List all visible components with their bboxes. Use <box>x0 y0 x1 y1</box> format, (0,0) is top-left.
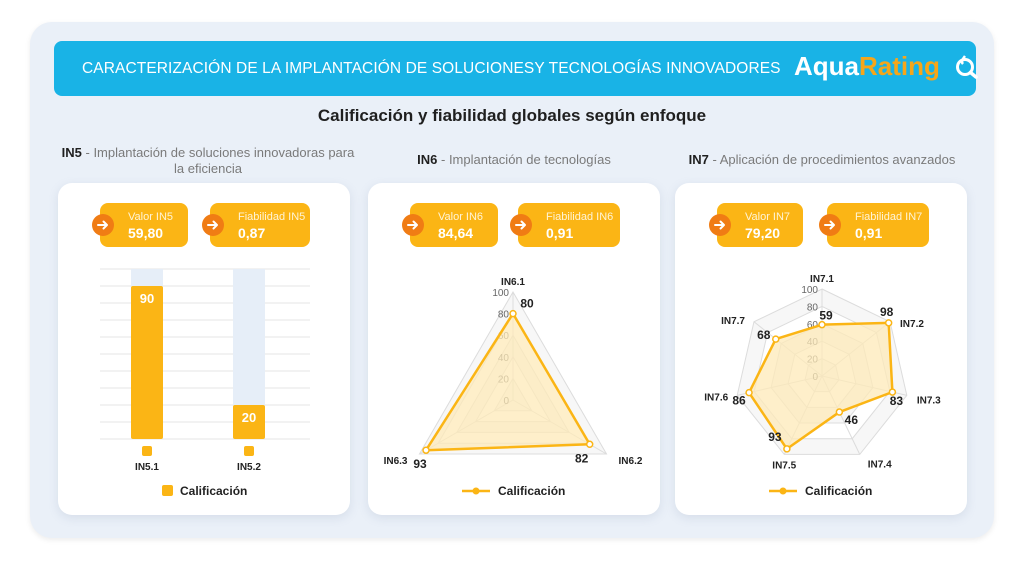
axis-category-label: IN6.2 <box>619 456 643 467</box>
data-point <box>783 445 791 453</box>
value-label: Valor IN6 <box>438 211 484 223</box>
data-point <box>771 335 780 343</box>
radar-chart-in7: 02040608010059988346938668IN7.1IN7.2IN7.… <box>704 274 941 498</box>
reliability-badge-in6: Fiabilidad IN6 0,91 <box>510 203 620 247</box>
value-label: Valor IN7 <box>745 211 791 223</box>
axis-category-label: IN7.1 <box>810 274 834 285</box>
data-value-label: 80 <box>520 297 534 311</box>
radial-tick-label: 60 <box>807 320 819 331</box>
magnifier-drop-icon <box>956 55 978 79</box>
value-number: 79,20 <box>745 225 781 241</box>
bar <box>233 405 265 439</box>
arrow-right-icon <box>92 214 114 236</box>
bar-data-label: 20 <box>242 410 256 425</box>
axis-category-label: IN7.3 <box>917 395 941 406</box>
reliability-badge-in5: Fiabilidad IN5 0,87 <box>202 203 310 247</box>
reliability-label: Fiabilidad IN5 <box>238 211 306 223</box>
data-point <box>888 388 897 396</box>
arrow-right-icon <box>510 214 532 236</box>
data-value-label: 98 <box>880 305 894 319</box>
legend-label: Calificación <box>805 484 872 498</box>
value-badge-in7: Valor IN7 79,20 <box>709 203 803 247</box>
aquarating-logo: AquaRating <box>794 51 978 85</box>
legend-marker <box>779 487 787 495</box>
page-subtitle: Calificación y fiabilidad globales según… <box>317 106 707 125</box>
arrow-right-icon <box>819 214 841 236</box>
data-value-label: 93 <box>768 430 782 444</box>
series-area <box>747 321 894 451</box>
arrow-right-icon <box>202 214 224 236</box>
series-area <box>424 312 591 452</box>
arrow-right-icon <box>709 214 731 236</box>
x-tick-label: IN5.2 <box>237 462 261 473</box>
header-banner: CARACTERIZACIÓN DE LA IMPLANTACIÓN DE SO… <box>54 41 978 96</box>
section-code: IN5 <box>61 145 82 160</box>
section-code: IN7 <box>688 152 709 167</box>
data-point <box>835 408 844 416</box>
data-point <box>585 440 594 449</box>
arrow-right-icon <box>402 214 424 236</box>
value-number: 59,80 <box>128 225 164 241</box>
data-point <box>745 388 753 397</box>
legend-marker <box>472 487 480 495</box>
section-title: - Implantación de soluciones innovadoras… <box>81 145 355 176</box>
section-code: IN6 <box>417 152 438 167</box>
data-value-label: 93 <box>413 457 427 471</box>
reliability-label: Fiabilidad IN7 <box>855 211 923 223</box>
data-point <box>509 309 517 318</box>
radial-tick-label: 80 <box>807 302 819 313</box>
data-point <box>818 320 826 329</box>
value-label: Valor IN5 <box>128 211 174 223</box>
bar-data-label: 90 <box>140 291 154 306</box>
section-heading-in5: IN5 - Implantación de soluciones innovad… <box>58 145 358 177</box>
bar <box>131 286 163 439</box>
legend-label: Calificación <box>180 484 247 498</box>
category-marker <box>244 446 254 456</box>
reliability-number: 0,87 <box>238 225 266 241</box>
radial-tick-label: 100 <box>492 288 509 299</box>
radial-tick-label: 80 <box>498 310 510 321</box>
axis-category-label: IN7.6 <box>704 392 728 403</box>
data-value-label: 83 <box>890 394 904 408</box>
bar-chart-in5: 90 IN5.1 20 IN5.2 Calificación <box>100 268 310 498</box>
category-marker <box>142 446 152 456</box>
legend-label: Calificación <box>498 484 565 498</box>
logo-aqua-text: Aqua <box>794 51 859 81</box>
value-number: 84,64 <box>438 225 474 241</box>
data-point <box>422 446 430 454</box>
axis-category-label: IN7.7 <box>721 316 745 327</box>
axis-category-label: IN6.1 <box>501 277 525 288</box>
reliability-badge-in7: Fiabilidad IN7 0,91 <box>819 203 929 247</box>
logo-rating-text: Rating <box>859 51 940 81</box>
data-value-label: 86 <box>732 394 746 408</box>
legend-swatch <box>162 485 173 496</box>
section-title: - Aplicación de procedimientos avanzados <box>708 152 956 167</box>
axis-category-label: IN6.3 <box>384 456 408 467</box>
data-value-label: 59 <box>819 309 833 323</box>
radar-chart-in6: 020406080100808293IN6.1IN6.2IN6.3Calific… <box>384 277 643 498</box>
data-value-label: 46 <box>845 413 859 427</box>
header-title: CARACTERIZACIÓN DE LA IMPLANTACIÓN DE SO… <box>82 60 781 77</box>
section-title: - Implantación de tecnologías <box>437 152 611 167</box>
reliability-number: 0,91 <box>546 225 574 241</box>
axis-category-label: IN7.2 <box>900 319 924 330</box>
section-heading-in6: IN6 - Implantación de tecnologías <box>368 152 660 168</box>
value-badge-in5: Valor IN5 59,80 <box>92 203 188 247</box>
data-point <box>884 319 893 327</box>
data-value-label: 68 <box>757 328 771 342</box>
radial-tick-label: 100 <box>801 285 818 296</box>
reliability-label: Fiabilidad IN6 <box>546 211 614 223</box>
axis-category-label: IN7.5 <box>772 460 796 471</box>
axis-category-label: IN7.4 <box>868 459 892 470</box>
value-badge-in6: Valor IN6 84,64 <box>402 203 498 247</box>
data-value-label: 82 <box>575 451 589 465</box>
reliability-number: 0,91 <box>855 225 883 241</box>
x-tick-label: IN5.1 <box>135 462 159 473</box>
section-heading-in7: IN7 - Aplicación de procedimientos avanz… <box>672 152 972 168</box>
